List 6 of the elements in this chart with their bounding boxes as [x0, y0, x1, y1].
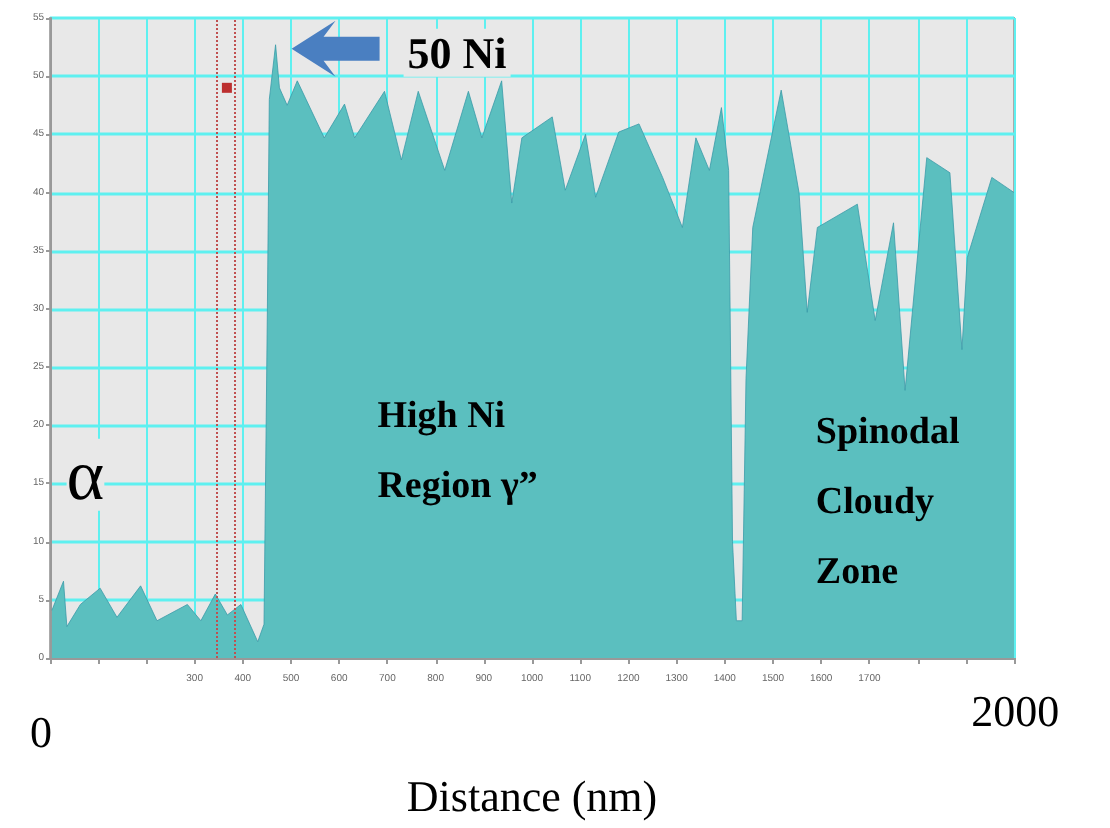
annotation: Spinodal Cloudy Zone — [815, 411, 960, 594]
annotation: 50 Ni — [407, 27, 507, 78]
annotation: α — [66, 434, 105, 515]
x-axis-title: Distance (nm) — [406, 771, 658, 821]
annotation: High Ni Region γ” — [377, 394, 538, 507]
text: 2000 — [971, 686, 1060, 737]
